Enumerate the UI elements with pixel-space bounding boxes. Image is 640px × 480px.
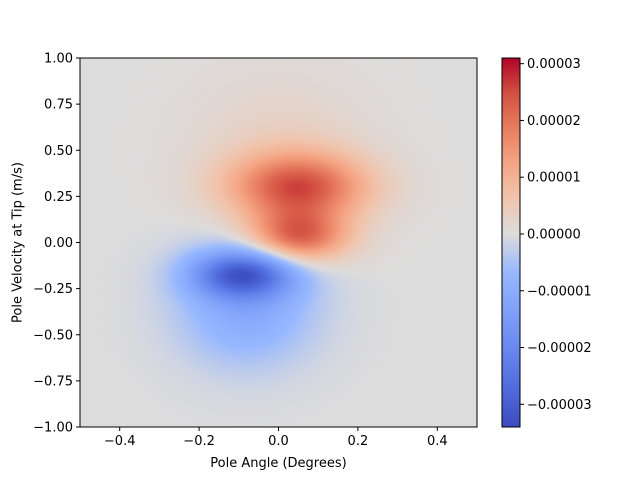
plot-area	[79, 57, 478, 428]
y-tick-label: −0.75	[33, 374, 73, 389]
x-tick-label: −0.4	[104, 434, 136, 449]
colorbar-tick-label: −0.00002	[527, 341, 592, 356]
y-tick-label: 0.00	[44, 236, 73, 251]
x-axis: −0.4 −0.2 0.0 0.2 0.4	[104, 427, 448, 449]
colorbar-tick-label: 0.00001	[527, 171, 581, 186]
y-tick-label: −0.50	[33, 328, 73, 343]
y-tick-label: −1.00	[33, 421, 73, 436]
y-tick-label: 0.75	[44, 98, 73, 113]
y-tick-label: 1.00	[44, 52, 73, 67]
colorbar-tick-label: 0.00002	[527, 114, 581, 129]
y-tick-label: 0.50	[44, 144, 73, 159]
colorbar-tick-label: 0.00003	[527, 57, 581, 72]
colorbar-tick-label: −0.00001	[527, 284, 592, 299]
colorbar-gradient	[502, 58, 520, 427]
colorbar-tick-label: −0.00003	[527, 398, 592, 413]
y-axis-label: Pole Velocity at Tip (m/s)	[11, 162, 26, 323]
x-axis-label: Pole Angle (Degrees)	[210, 456, 346, 471]
x-tick-label: 0.2	[348, 434, 369, 449]
colorbar: −0.00003 −0.00002 −0.00001 0.00000 0.00001 0.…	[501, 57, 592, 428]
heatmap-image	[80, 58, 477, 427]
colorbar-ticks: −0.00003 −0.00002 −0.00001 0.00000 0.00001 0.…	[520, 57, 592, 413]
x-tick-label: 0.0	[268, 434, 289, 449]
x-tick-label: −0.2	[183, 434, 215, 449]
colorbar-frame	[501, 57, 521, 428]
colorbar-tick-label: 0.00000	[527, 227, 581, 242]
y-tick-label: 0.25	[44, 190, 73, 205]
x-tick-label: 0.4	[427, 434, 448, 449]
y-axis: −1.00 −0.75 −0.50 −0.25 0.00 0.25 0.50 0.75 1.00	[33, 52, 80, 436]
y-tick-label: −0.25	[33, 282, 73, 297]
